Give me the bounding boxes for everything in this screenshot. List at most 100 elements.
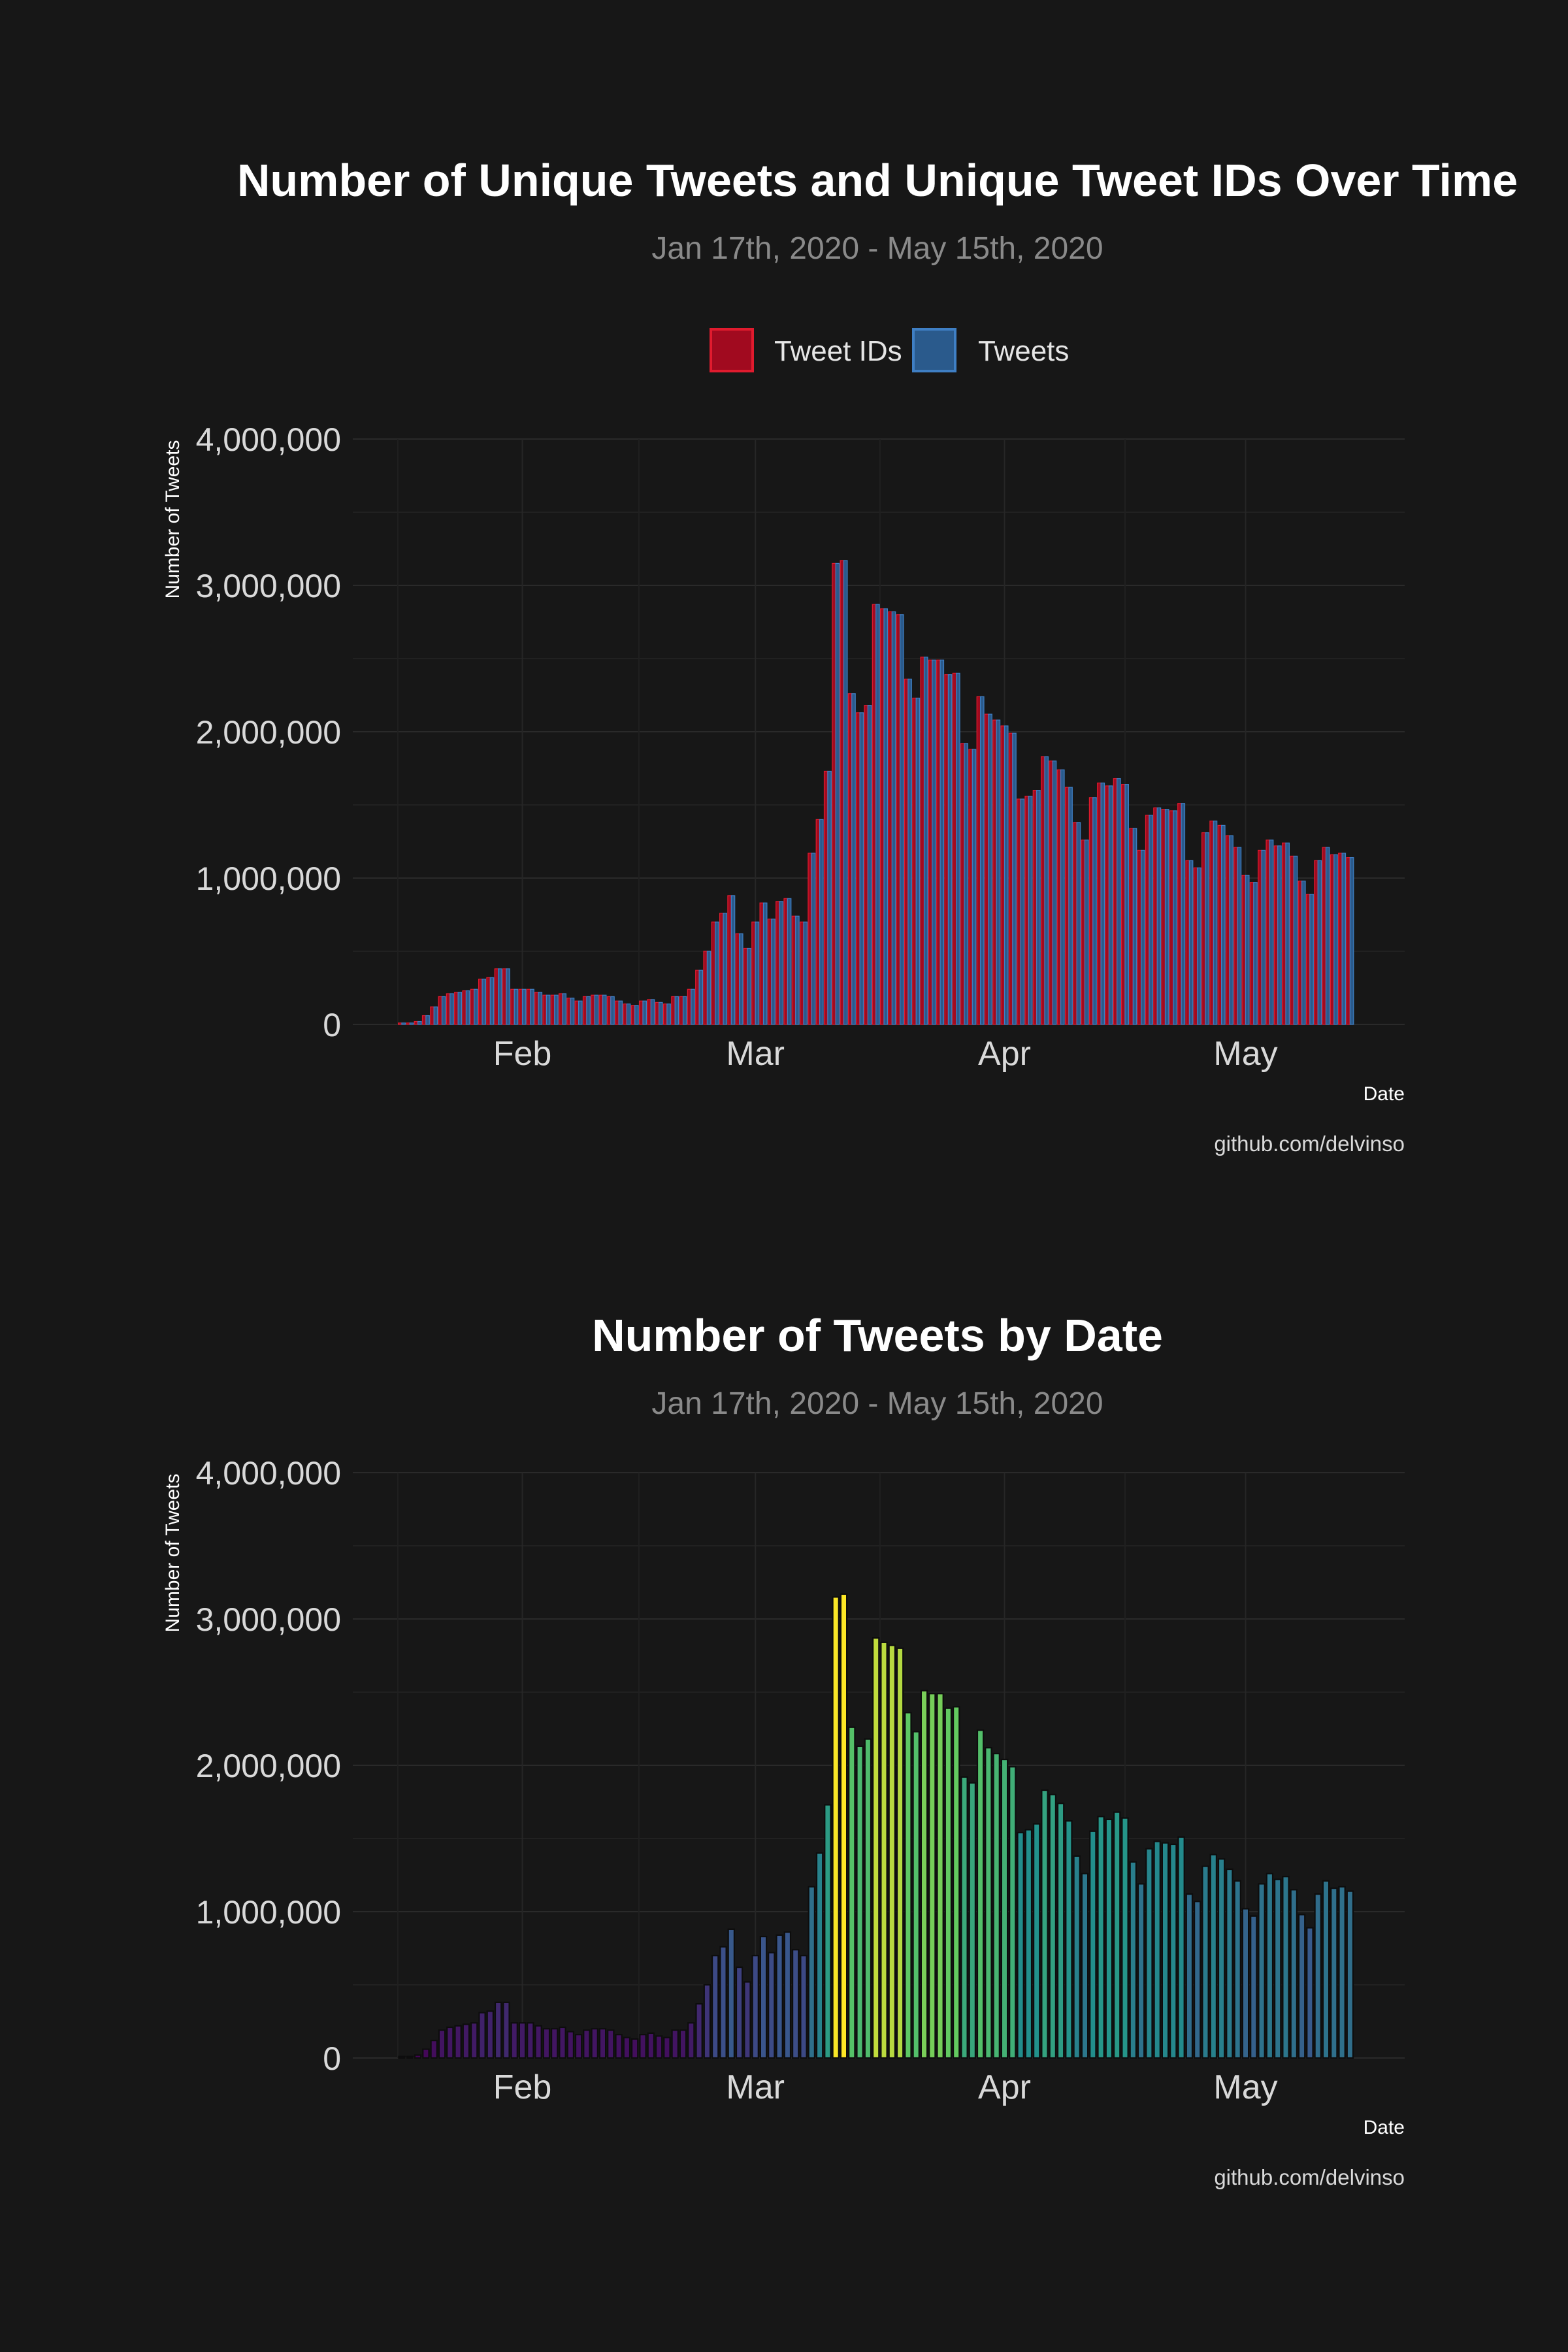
bar-tweets-by-date [1121,1817,1129,2059]
bar-tweets-by-date [679,2029,687,2059]
bar-tweets-by-date [840,1593,848,2059]
bar-tweet-ids [984,713,989,1025]
bar-tweets [1245,874,1250,1025]
bar-tweets-by-date [832,1596,840,2059]
bar-tweet-ids [1241,874,1247,1025]
bar-tweets-by-date [872,1637,880,2059]
y-tick-label: 1,000,000 [196,860,341,897]
bar-tweets-by-date [534,2025,542,2059]
x-tick-label-feb: Feb [493,2068,552,2106]
bar-tweet-ids [574,1000,580,1025]
bar-tweets-by-date [1009,1766,1017,2059]
bar-tweets-by-date [824,1804,832,2059]
bar-tweet-ids [671,996,676,1025]
bar-tweets-by-date [1032,1823,1041,2059]
x-axis-ticks: Feb Mar Apr May [493,2068,1278,2106]
bar-tweet-ids [502,968,507,1025]
bar-tweets-by-date [695,2003,703,2059]
bar-tweets [762,902,768,1025]
bar-tweet-ids [687,988,692,1025]
bar-tweets [465,990,470,1025]
bar-tweet-ids [791,915,796,1025]
bar-tweets [1092,797,1097,1025]
bar-tweet-ids [1081,840,1086,1025]
bar-tweet-ids [1322,847,1327,1025]
bar-tweet-ids [1000,725,1005,1025]
bar-tweet-ids [832,563,836,1025]
bar-tweet-ids [879,608,885,1025]
bar-tweets [972,749,977,1025]
x-tick-label-may: May [1213,1035,1277,1073]
bar-tweet-ids [904,678,909,1025]
bar-tweet-ids [727,895,732,1025]
bar-tweets [433,1006,438,1025]
bar-tweets-by-date [630,2038,639,2059]
bar-tweets-by-date [751,1955,759,2059]
bar-tweets [859,712,864,1025]
bar-tweet-ids [662,1004,668,1025]
bar-tweets [1333,854,1338,1025]
bar-tweet-ids [1073,822,1077,1025]
bar-tweets [530,988,534,1025]
bar-tweets-by-date [1250,1915,1258,2059]
bar-tweets [1269,840,1274,1025]
bar-tweets-by-date [1193,1901,1201,2059]
bar-tweets-by-date [639,2034,647,2059]
bar-tweet-ids [1145,815,1150,1025]
bar-tweets-by-date [470,2022,478,2059]
y-axis-ticks: 0 1,000,000 2,000,000 3,000,000 4,000,00… [196,1455,341,2077]
bar-tweets-by-date [1330,1887,1338,2059]
bar-tweets [851,693,856,1025]
bar-tweets [594,994,599,1025]
bar-tweets-by-date [1201,1865,1209,2059]
bar-tweets-by-date [1226,1868,1233,2059]
bar-tweets [1301,880,1306,1025]
bar-tweets [1349,857,1354,1025]
y-tick-label: 1,000,000 [196,1894,341,1931]
bar-tweet-ids [1097,782,1102,1025]
bar-tweets-by-date [1298,1914,1306,2059]
bar-tweets [650,999,655,1025]
bar-tweets [1325,847,1330,1025]
legend-swatch-tweets [912,328,956,372]
bar-tweets [658,1002,663,1025]
caption: github.com/delvinso [1214,1132,1405,1156]
bar-tweet-ids [872,604,877,1025]
bar-tweets-by-date [952,1706,960,2059]
bar-tweets [827,770,832,1025]
bar-tweets [449,993,454,1025]
bar-tweets-by-date [518,2022,527,2059]
bar-tweets [1181,803,1186,1025]
bar-tweets [482,978,487,1025]
x-tick-label-mar: Mar [726,1035,785,1073]
bar-tweets-by-date [1017,1831,1024,2059]
bar-tweets-by-date [1137,1883,1145,2059]
bar-tweets-by-date [768,1952,776,2059]
bar-tweet-ids [638,1000,644,1025]
bar-tweet-ids [808,853,812,1025]
bar-tweets-by-date [1169,1843,1177,2059]
bar-tweet-ids [976,696,981,1025]
bar-tweets [1293,855,1298,1025]
bar-tweets [1188,860,1194,1025]
bar-tweets-by-date [1000,1758,1009,2059]
bar-tweet-ids [1346,857,1351,1025]
bar-tweet-ids [1017,798,1021,1025]
x-axis-title: Date [1364,1083,1405,1105]
bar-tweets-by-date [896,1647,904,2059]
bar-tweets [1317,860,1322,1025]
bar-tweet-ids [623,1004,628,1025]
bar-tweets-by-date [864,1738,872,2059]
bar-tweets-by-date [1153,1840,1161,2059]
bar-tweets [1052,760,1057,1025]
bar-tweet-ids [1266,840,1271,1025]
bar-tweet-ids [1008,732,1013,1025]
bar-tweets [634,1005,639,1025]
bar-tweets [1277,845,1282,1025]
bar-tweets-by-date [623,2036,631,2059]
bar-tweets-by-date [727,1928,735,2059]
bar-tweets [1132,828,1137,1025]
x-tick-label-mar: Mar [726,2068,785,2106]
bar-tweets [795,915,800,1025]
bar-tweets [738,933,743,1025]
